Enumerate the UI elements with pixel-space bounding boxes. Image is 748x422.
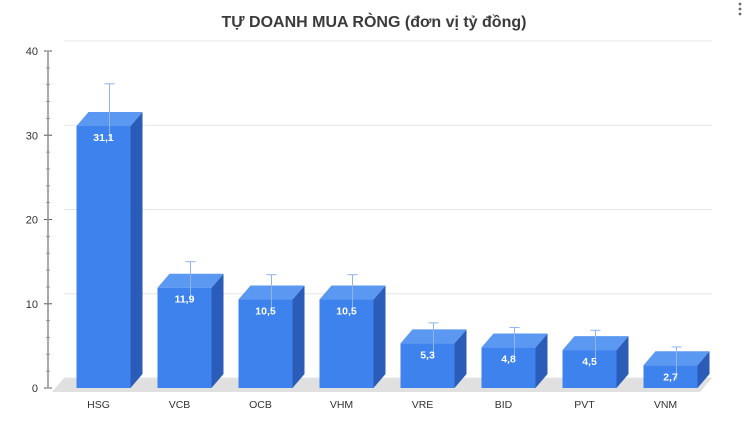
bar [481,347,536,388]
y-tick-label: 10 [26,299,38,311]
x-tick-label: VRE [412,399,434,411]
bar-side [535,333,548,388]
x-tick-label: BID [495,399,513,411]
plot-area: 0 10 20 30 40 31,1 HSG 11,9 VCB 10,5 OCB 10,5 VHM 5,3… [26,40,712,411]
y-tick-label: 40 [26,46,38,58]
y-tick-label: 30 [26,130,38,142]
bar [562,350,617,388]
menu-icon[interactable] [738,2,742,16]
bar [157,287,212,388]
data-label: 31,1 [93,132,114,144]
bar [319,299,374,388]
x-tick-label: OCB [249,399,272,411]
bar-side [373,285,386,388]
bar-side [292,285,305,388]
bar [643,365,698,388]
x-tick-label: VCB [169,399,191,411]
bar-side [130,111,143,389]
data-label: 11,9 [175,294,195,306]
bar-side [616,336,629,388]
y-tick-label: 20 [26,215,38,227]
x-tick-label: PVT [574,399,595,411]
data-label: 4,8 [501,354,516,366]
bar [400,343,455,388]
data-label: 10,5 [336,306,357,318]
bar-side [454,329,467,388]
data-label: 5,3 [420,349,435,361]
bar-side [211,273,224,388]
x-tick-label: VHM [330,399,353,411]
data-label: 10,5 [255,306,276,318]
data-label: 4,5 [582,356,597,368]
y-tick-label: 0 [32,383,38,395]
x-tick-label: HSG [87,399,110,411]
chart-title: TỰ DOANH MUA RÒNG (đơn vị tỷ đồng) [222,12,527,31]
bar-side [697,351,710,388]
x-tick-label: VNM [654,399,677,411]
data-label: 2,7 [663,371,678,383]
bar [238,299,293,388]
bar [76,125,131,389]
